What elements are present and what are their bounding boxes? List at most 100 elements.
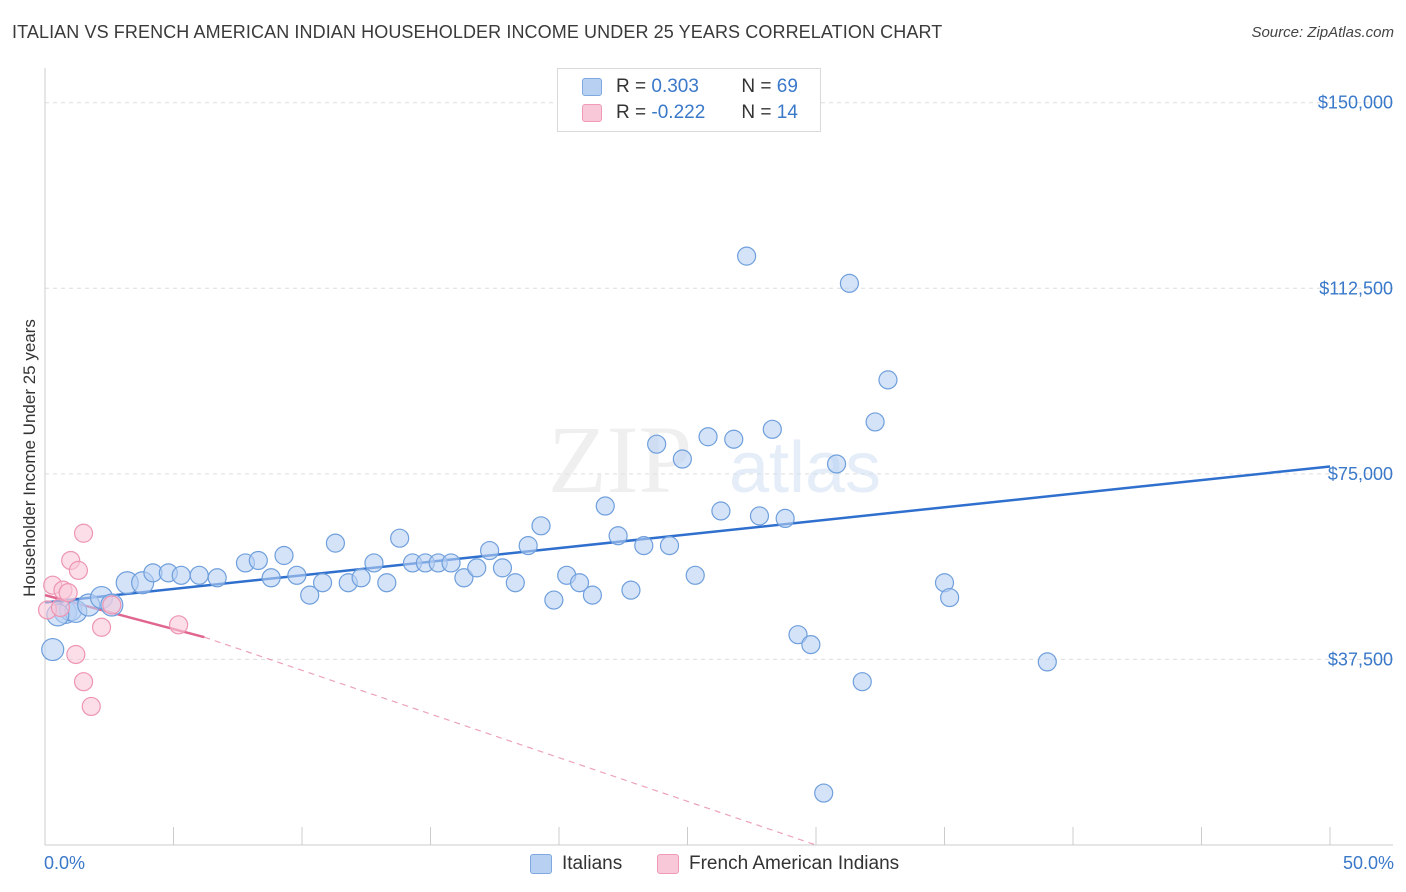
legend-row-italians: R = 0.303 N = 69: [582, 75, 798, 99]
italians-point: [737, 246, 757, 266]
source-label: Source: ZipAtlas.com: [1251, 24, 1394, 41]
italians-point: [287, 565, 307, 585]
y-tick-label: $37,500: [1328, 649, 1393, 669]
italians-point: [300, 585, 320, 605]
french-point: [73, 523, 94, 543]
italians-point: [312, 573, 333, 593]
italians-point: [248, 550, 268, 571]
italians-point: [940, 587, 960, 608]
italians-point: [698, 427, 718, 447]
italians-point: [261, 568, 281, 588]
french-point: [81, 696, 101, 717]
legend-n-value: 14: [776, 102, 798, 123]
legend-r-label: R =: [616, 102, 647, 123]
italians-point: [1037, 652, 1057, 672]
italians-point: [852, 672, 872, 692]
italians-point: [467, 558, 487, 578]
legend-r-value: 0.303: [651, 76, 699, 97]
italians-point: [274, 545, 294, 566]
legend-r-value: -0.222: [651, 102, 706, 123]
series-swatch-italians: [530, 854, 552, 874]
italians-point: [207, 568, 227, 588]
italians-point: [377, 573, 397, 593]
french-point: [68, 560, 89, 580]
french-point: [169, 615, 189, 635]
series-legend-italians: Italians: [530, 852, 622, 876]
legend-n-value: 69: [776, 76, 798, 97]
italians-point: [659, 536, 680, 556]
legend-r-label: R =: [616, 76, 647, 97]
italians-point: [518, 536, 538, 556]
italians-point: [351, 568, 371, 588]
french-point: [58, 583, 78, 603]
y-tick-labels: $37,500 $75,000 $112,500 $150,000: [1318, 93, 1393, 670]
italians-point: [711, 501, 731, 521]
chart-title: ITALIAN VS FRENCH AMERICAN INDIAN HOUSEH…: [12, 22, 943, 42]
legend-row-french: R = -0.222 N = 14: [582, 101, 798, 125]
italians-point: [505, 573, 525, 593]
italians-point: [878, 370, 898, 390]
watermark-zip: ZIP: [548, 406, 692, 513]
italians-point: [492, 558, 513, 578]
trend-lines: [44, 465, 1331, 846]
series-legend-french: French American Indians: [657, 852, 899, 876]
series-swatch-french: [657, 854, 679, 874]
french-points: [37, 523, 189, 717]
italians-point: [724, 429, 744, 449]
legend-n-label: N =: [741, 102, 772, 123]
watermark: ZIP atlas: [548, 406, 881, 513]
italians-point: [647, 434, 667, 454]
grid-lines: [45, 102, 1393, 660]
series-name-italians: Italians: [562, 853, 623, 874]
italians-point: [839, 273, 860, 293]
y-tick-label: $112,500: [1319, 278, 1393, 298]
italians-point: [531, 516, 551, 536]
french-point: [66, 644, 86, 665]
italians-points: [41, 246, 1057, 803]
italians-point: [762, 419, 782, 439]
italians-point: [749, 506, 770, 526]
x-tick-label-max: 50.0%: [1342, 853, 1394, 873]
italians-point: [595, 496, 615, 516]
italians-point: [685, 565, 705, 585]
italians-point: [454, 568, 474, 588]
italians-point: [801, 634, 821, 655]
italians-trend-line: [44, 465, 1331, 604]
y-tick-label: $150,000: [1318, 93, 1393, 113]
italians-point: [788, 625, 808, 645]
italians-point: [608, 526, 628, 546]
italians-point: [569, 573, 590, 593]
italians-point: [364, 553, 384, 573]
italians-point: [544, 590, 564, 610]
italians-point: [582, 585, 603, 605]
french-trend-line-extended: [204, 636, 817, 846]
series-name-french: French American Indians: [689, 853, 900, 874]
french-point: [73, 672, 94, 692]
italians-point: [325, 533, 346, 553]
italians-point: [41, 637, 65, 662]
y-tick-label: $75,000: [1328, 464, 1393, 484]
italians-point: [171, 565, 191, 585]
axes: [44, 68, 1393, 846]
x-tick-label-min: 0.0%: [44, 853, 86, 873]
italians-point: [672, 449, 692, 469]
correlation-legend: R = 0.303 N = 69 R = -0.222 N = 14: [557, 68, 821, 132]
italians-point: [814, 783, 834, 803]
italians-point: [826, 454, 847, 474]
italians-point: [441, 553, 461, 573]
y-axis-label: Householder Income Under 25 years: [20, 319, 39, 597]
legend-swatch-italians: [582, 78, 602, 96]
french-point: [102, 595, 122, 615]
italians-point: [865, 412, 885, 432]
italians-point: [480, 540, 500, 561]
italians-point: [189, 565, 209, 585]
italians-point: [634, 536, 654, 556]
watermark-atlas: atlas: [729, 428, 881, 508]
legend-swatch-french: [582, 104, 602, 122]
italians-point: [621, 580, 641, 600]
italians-point: [390, 528, 410, 548]
legend-n-label: N =: [741, 76, 772, 97]
italians-point: [775, 508, 795, 529]
french-point: [91, 617, 112, 637]
